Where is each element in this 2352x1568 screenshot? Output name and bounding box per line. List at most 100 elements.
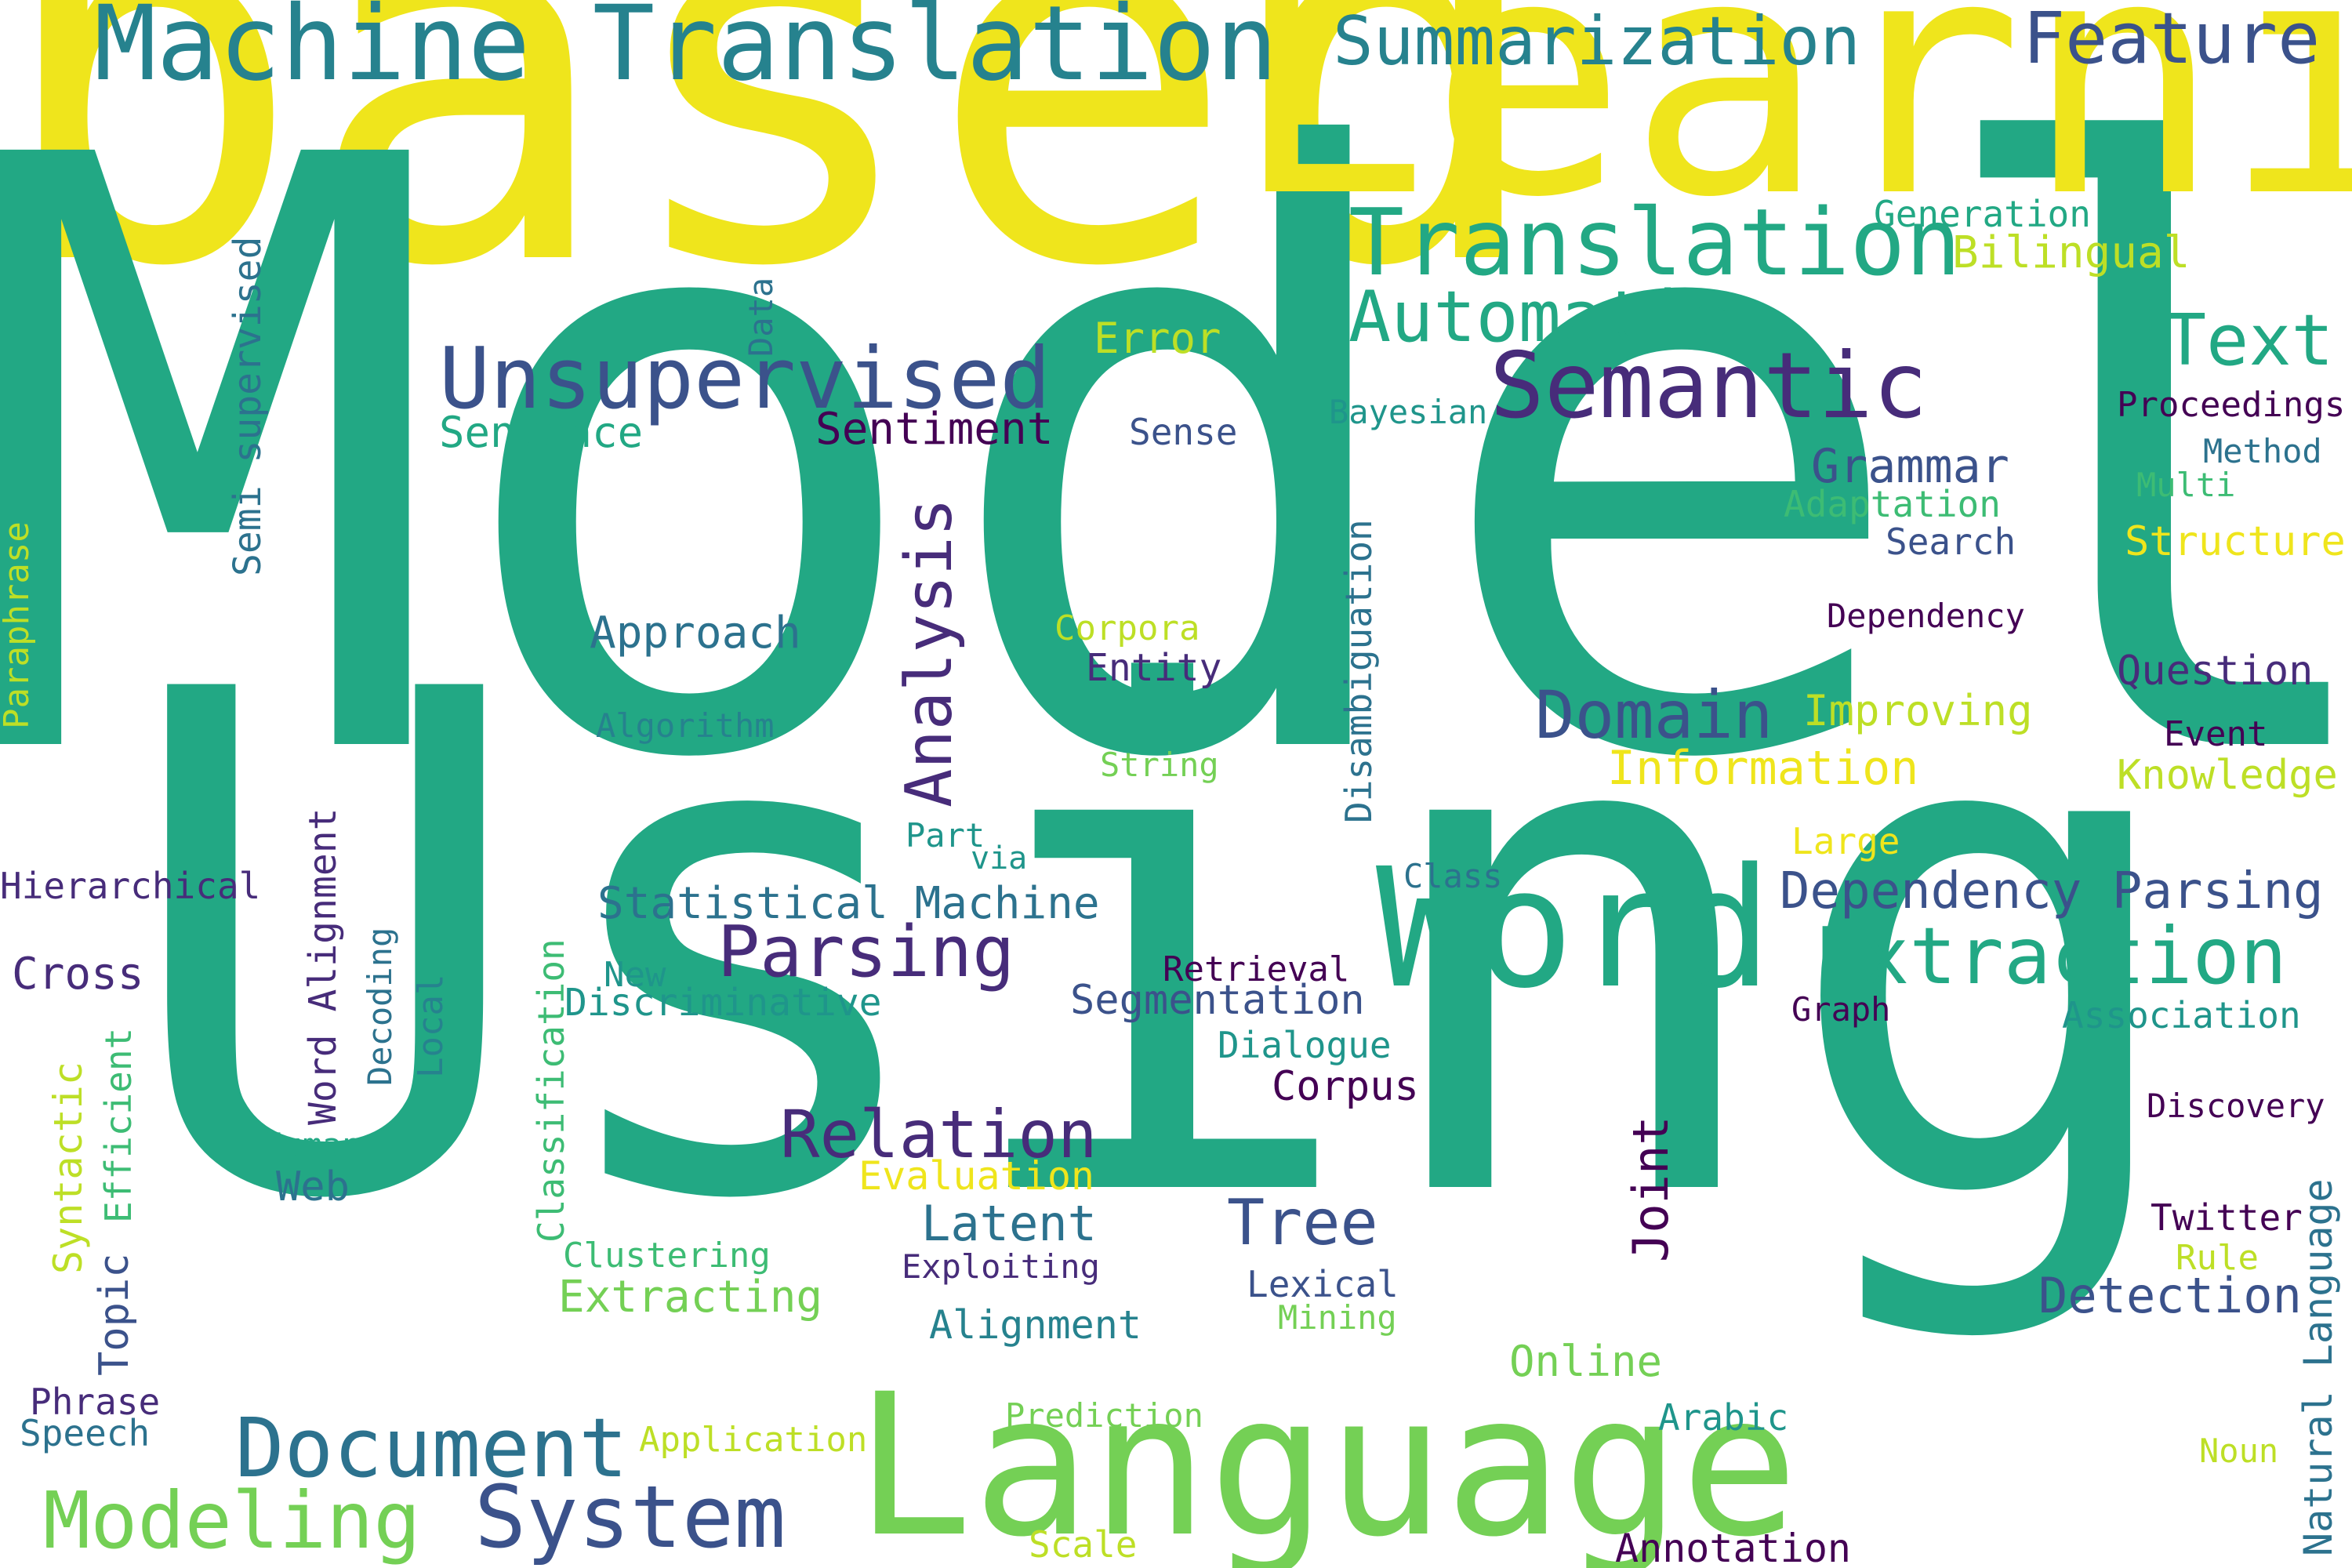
word-online: Online bbox=[1509, 1337, 1663, 1386]
word-based: based bbox=[0, 0, 1550, 379]
word-paraphrase: Paraphrase bbox=[0, 521, 37, 729]
word-web: Web bbox=[276, 1163, 350, 1210]
word-part: Part bbox=[906, 816, 985, 855]
word-analysis: Analysis bbox=[892, 498, 967, 808]
word-application: Application bbox=[639, 1420, 868, 1460]
word-discovery: Discovery bbox=[2147, 1087, 2325, 1125]
word-local: Local bbox=[411, 974, 451, 1078]
word-bayesian: Bayesian bbox=[1329, 393, 1488, 431]
word-sense: Sense bbox=[1129, 411, 1238, 453]
word-hierarchical: Hierarchical bbox=[0, 865, 261, 907]
word-search: Search bbox=[1886, 521, 2016, 563]
word-proceedings: Proceedings bbox=[2117, 385, 2346, 425]
word-semi-supervised: Semi supervised bbox=[226, 236, 270, 576]
word-exploiting: Exploiting bbox=[902, 1247, 1100, 1286]
word-clustering: Clustering bbox=[563, 1236, 771, 1276]
word-human: Human bbox=[263, 1126, 362, 1164]
word-parsing: Parsing bbox=[717, 911, 1015, 993]
word-phrase: Phrase bbox=[30, 1381, 161, 1423]
word-automatic: Automatic bbox=[1348, 276, 1731, 358]
word-cross: Cross bbox=[12, 949, 144, 1000]
word-topic: Topic bbox=[91, 1253, 138, 1376]
word-latent: Latent bbox=[921, 1195, 1097, 1252]
word-learning: Learning bbox=[1231, 0, 2352, 270]
word-using: Using bbox=[118, 546, 2195, 1350]
word-extraction: Extraction bbox=[1815, 910, 2288, 1002]
word-large: Large bbox=[1791, 820, 1900, 862]
word-translation: Translation bbox=[1348, 188, 1962, 296]
word-structure: Structure bbox=[2125, 518, 2346, 565]
word-adaptation: Adaptation bbox=[1784, 483, 2001, 525]
word-improving: Improving bbox=[1803, 686, 2033, 735]
word-entity: Entity bbox=[1086, 646, 1222, 690]
word-bilingual: Bilingual bbox=[1952, 227, 2190, 278]
word-statistical-machine: Statistical Machine bbox=[597, 878, 1100, 929]
word-method: Method bbox=[2203, 432, 2322, 470]
word-noun: Noun bbox=[2199, 1432, 2279, 1470]
word-annotation: Annotation bbox=[1615, 1526, 1852, 1568]
word-modeling: Modeling bbox=[43, 1475, 421, 1566]
word-question: Question bbox=[2117, 648, 2314, 695]
word-twitter: Twitter bbox=[2151, 1196, 2303, 1239]
word-rule: Rule bbox=[2176, 1238, 2259, 1278]
word-arabic: Arabic bbox=[1658, 1396, 1789, 1439]
word-alignment: Alignment bbox=[929, 1302, 1142, 1348]
word-via: via bbox=[971, 840, 1028, 877]
word-mining: Mining bbox=[1278, 1298, 1397, 1337]
word-tree: Tree bbox=[1227, 1186, 1378, 1259]
word-model: Model bbox=[0, 0, 2352, 937]
word-prediction: Prediction bbox=[1005, 1396, 1203, 1435]
word-dependency-parsing: Dependency Parsing bbox=[1780, 862, 2324, 920]
word-multi: Multi bbox=[2136, 466, 2236, 504]
word-generation: Generation bbox=[1874, 193, 2091, 235]
word-natural-language: Natural Language bbox=[2296, 1178, 2341, 1556]
word-domain: Domain bbox=[1535, 677, 1773, 753]
word-unsupervised: Unsupervised bbox=[439, 330, 1051, 428]
word-retrieval: Retrieval bbox=[1163, 949, 1350, 989]
word-new: New bbox=[604, 955, 666, 995]
word-sentiment: Sentiment bbox=[815, 404, 1054, 455]
word-approach: Approach bbox=[590, 608, 801, 659]
word-information: Information bbox=[1607, 741, 1919, 796]
word-scale: Scale bbox=[1029, 1523, 1138, 1566]
word-lexical: Lexical bbox=[1247, 1263, 1399, 1305]
word-graph: Graph bbox=[1791, 990, 1891, 1029]
word-corpora: Corpora bbox=[1054, 608, 1200, 648]
word-document: Document bbox=[235, 1400, 628, 1496]
word-string: String bbox=[1100, 746, 1219, 784]
word-summarization: Summarization bbox=[1333, 2, 1861, 81]
word-corpus: Corpus bbox=[1272, 1063, 1419, 1110]
word-joint: Joint bbox=[1622, 1116, 1679, 1262]
word-dependency: Dependency bbox=[1827, 597, 2025, 635]
word-word-alignment: Word Alignment bbox=[301, 808, 345, 1125]
word-evaluation: Evaluation bbox=[858, 1153, 1095, 1199]
word-knowledge: Knowledge bbox=[2117, 752, 2338, 799]
word-feature: Feature bbox=[2023, 0, 2321, 80]
word-word: Word bbox=[1376, 833, 1773, 1025]
word-decoding: Decoding bbox=[361, 927, 399, 1086]
word-dialogue: Dialogue bbox=[1218, 1024, 1392, 1066]
word-algorithm: Algorithm bbox=[596, 706, 775, 745]
word-text: Text bbox=[2164, 299, 2334, 382]
word-event: Event bbox=[2164, 714, 2268, 754]
word-detection: Detection bbox=[2038, 1267, 2302, 1324]
word-semantic: Semantic bbox=[1490, 333, 1928, 439]
word-grammar: Grammar bbox=[1811, 439, 2009, 494]
word-data: Data bbox=[742, 277, 780, 357]
word-class: Class bbox=[1403, 857, 1503, 895]
word-association: Association bbox=[2062, 994, 2301, 1036]
word-segmentation: Segmentation bbox=[1070, 977, 1365, 1024]
word-speech: Speech bbox=[20, 1412, 151, 1454]
word-language: Language bbox=[855, 1352, 1799, 1568]
word-system: System bbox=[474, 1467, 786, 1567]
word-discriminative: Discriminative bbox=[564, 981, 882, 1025]
word-machine-translation: Machine Translation bbox=[94, 0, 1278, 104]
word-efficient: Efficient bbox=[97, 1027, 140, 1223]
word-syntactic: Syntactic bbox=[45, 1062, 91, 1274]
word-extracting: Extracting bbox=[558, 1272, 823, 1323]
word-error: Error bbox=[1094, 314, 1221, 363]
word-disambiguation: Disambiguation bbox=[1338, 519, 1380, 823]
word-sentence: Sentence bbox=[439, 408, 644, 457]
word-relation: Relation bbox=[780, 1096, 1098, 1173]
